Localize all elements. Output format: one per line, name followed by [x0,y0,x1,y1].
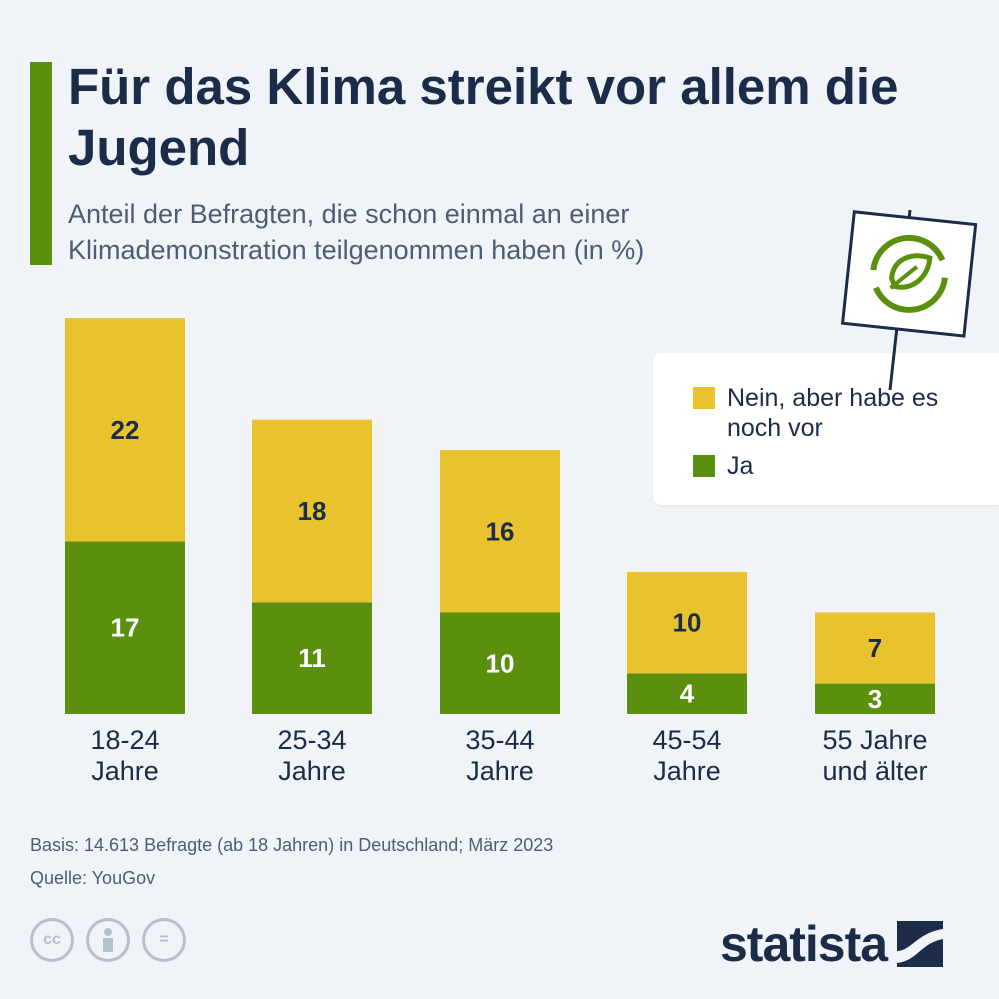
data-label-ja-0: 17 [111,613,140,643]
no-derivatives-icon[interactable]: = [142,918,186,962]
legend-label-nein: Nein, aber habe es noch vor [727,384,939,442]
bar-ja-0 [65,541,185,714]
data-label-ja-4: 3 [868,684,882,714]
bar-nein-3 [627,571,747,674]
cc-icon[interactable]: cc [30,918,74,962]
footer-source: Quelle: YouGov [30,868,156,888]
category-label-1-0: 25-34 [277,725,346,755]
statista-logo-text: statista [720,916,888,972]
legend-swatch-nein [693,387,715,409]
bar-ja-4 [815,683,935,714]
data-label-nein-4: 7 [868,633,882,663]
attribution-icon[interactable] [86,918,130,962]
category-label-0-0: 18-24 [90,725,159,755]
statista-logo[interactable]: statista [720,915,944,973]
category-label-4-0: 55 Jahre [822,725,927,755]
legend-label-ja: Ja [727,452,754,480]
data-label-nein-0: 22 [111,415,140,445]
data-label-ja-3: 4 [680,679,695,709]
legend: Nein, aber habe es noch vor Ja [653,353,999,505]
recycle-leaf-sign-icon [840,209,978,391]
footer-basis: Basis: 14.613 Befragte (ab 18 Jahren) in… [30,835,554,855]
legend-swatch-ja [693,455,715,477]
category-label-0-1: Jahre [91,756,159,786]
bar-nein-2 [440,450,560,613]
category-label-3-0: 45-54 [652,725,721,755]
category-label-2-1: Jahre [466,756,534,786]
category-label-2-0: 35-44 [465,725,534,755]
data-label-nein-3: 10 [673,608,702,638]
bar-ja-2 [440,612,560,714]
legend-item-ja: Ja [693,451,967,481]
category-label-1-1: Jahre [278,756,346,786]
bar-nein-4 [815,612,935,684]
data-label-nein-1: 18 [298,496,327,526]
data-label-ja-2: 10 [486,648,515,678]
bar-ja-3 [627,673,747,714]
bar-nein-0 [65,318,185,542]
page-title: Für das Klima streikt vor allem die Juge… [68,58,899,176]
title-accent-bar [30,62,52,265]
bar-nein-1 [252,419,372,603]
page-subtitle: Anteil der Befragten, die schon einmal a… [68,199,645,265]
statista-logo-icon [897,921,944,967]
category-label-3-1: Jahre [653,756,721,786]
category-label-4-1: und älter [822,756,927,786]
legend-item-nein: Nein, aber habe es noch vor [693,383,967,443]
data-label-ja-1: 11 [298,643,326,673]
data-label-nein-2: 16 [486,516,515,546]
bar-ja-1 [252,602,372,714]
license-icons: cc = [30,918,186,962]
